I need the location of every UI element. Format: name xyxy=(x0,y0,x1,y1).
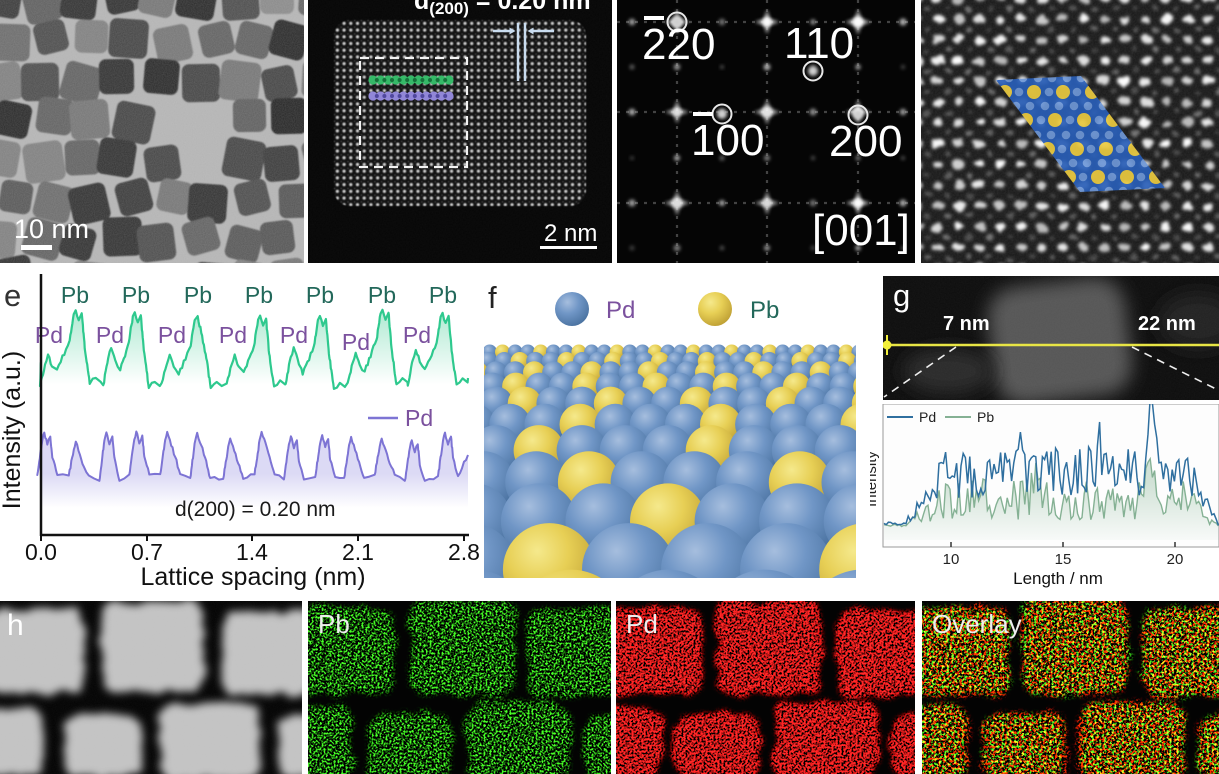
svg-text:20: 20 xyxy=(1167,551,1184,568)
svg-text:Pd: Pd xyxy=(219,322,247,348)
svg-text:Pb: Pb xyxy=(306,282,334,308)
svg-text:Pb: Pb xyxy=(61,282,89,308)
svg-text:Pd: Pd xyxy=(403,322,431,348)
svg-text:220: 220 xyxy=(642,20,715,69)
svg-text:Pd: Pd xyxy=(158,322,186,348)
svg-text:Pb: Pb xyxy=(977,409,994,425)
svg-text:Pb: Pb xyxy=(245,282,273,308)
svg-text:d(200) = 0.20 nm: d(200) = 0.20 nm xyxy=(414,0,591,18)
svg-text:2.1: 2.1 xyxy=(342,539,374,565)
svg-text:Pd: Pd xyxy=(606,297,635,324)
svg-text:Intensity: Intensity xyxy=(870,451,880,507)
svg-text:2 nm: 2 nm xyxy=(544,220,597,247)
svg-text:Pb: Pb xyxy=(184,282,212,308)
svg-text:0.0: 0.0 xyxy=(25,539,57,565)
svg-text:Lattice spacing (nm): Lattice spacing (nm) xyxy=(140,563,365,590)
svg-text:d(200) = 0.20 nm: d(200) = 0.20 nm xyxy=(175,498,336,521)
svg-text:e: e xyxy=(4,278,21,313)
svg-text:15: 15 xyxy=(1055,551,1072,568)
svg-text:Pb: Pb xyxy=(368,282,396,308)
svg-text:2.8: 2.8 xyxy=(448,539,480,565)
svg-text:Pd: Pd xyxy=(405,405,433,431)
svg-text:100: 100 xyxy=(691,116,764,165)
svg-text:g: g xyxy=(893,278,910,313)
svg-text:200: 200 xyxy=(829,117,902,166)
svg-text:Pd: Pd xyxy=(342,329,370,355)
svg-text:7 nm: 7 nm xyxy=(943,313,990,335)
svg-text:10 nm: 10 nm xyxy=(14,214,89,244)
svg-text:Pb: Pb xyxy=(122,282,150,308)
svg-text:Pd: Pd xyxy=(280,322,308,348)
svg-text:Pd: Pd xyxy=(919,409,936,425)
svg-text:Pb: Pb xyxy=(750,297,779,324)
svg-text:Pb: Pb xyxy=(318,609,350,639)
svg-text:Intensity (a.u.): Intensity (a.u.) xyxy=(0,351,26,509)
svg-text:22 nm: 22 nm xyxy=(1138,313,1196,335)
svg-text:Pd: Pd xyxy=(96,322,124,348)
svg-text:0.7: 0.7 xyxy=(131,539,163,565)
svg-text:Length / nm: Length / nm xyxy=(1013,569,1103,588)
svg-text:Overlay: Overlay xyxy=(932,609,1022,639)
svg-text:[001]: [001] xyxy=(812,206,910,255)
svg-text:Pb: Pb xyxy=(429,282,457,308)
svg-text:Pd: Pd xyxy=(626,609,658,639)
svg-text:10: 10 xyxy=(943,551,960,568)
svg-text:110: 110 xyxy=(784,19,854,68)
svg-text:Pd: Pd xyxy=(35,322,63,348)
svg-text:f: f xyxy=(488,280,497,315)
svg-text:h: h xyxy=(7,609,24,642)
svg-text:1.4: 1.4 xyxy=(236,539,268,565)
